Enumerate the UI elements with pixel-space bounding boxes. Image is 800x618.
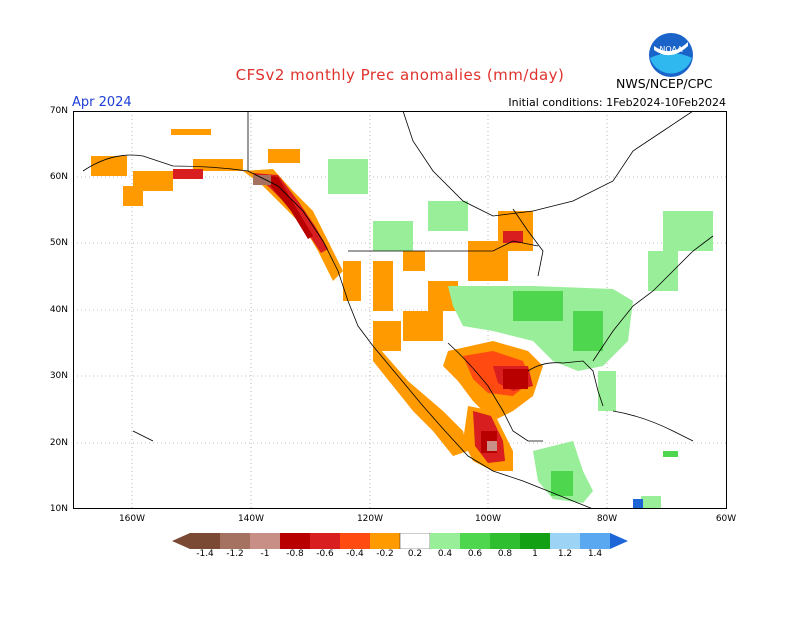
lon-label-80w: 80W xyxy=(596,514,618,524)
noaa-logo: NOAA xyxy=(649,33,693,77)
colorbar-swatch xyxy=(370,533,400,549)
colorbar-left-arrow xyxy=(172,533,190,549)
colorbar-swatch xyxy=(580,533,610,549)
colorbar-label: 0.6 xyxy=(467,549,483,559)
map-frame xyxy=(73,111,727,509)
colorbar-label: -1 xyxy=(260,549,270,559)
colorbar-swatch xyxy=(520,533,550,549)
colorbar-label: 0.2 xyxy=(407,549,423,559)
colorbar-label: 0.8 xyxy=(497,549,513,559)
lon-label-60w: 60W xyxy=(715,514,737,524)
colorbar-swatch xyxy=(430,533,460,549)
anomaly-map xyxy=(73,111,727,509)
colorbar-swatch xyxy=(490,533,520,549)
colorbar-swatch xyxy=(340,533,370,549)
lon-label-100w: 100W xyxy=(474,514,502,524)
lat-label-10n: 10N xyxy=(49,504,68,514)
colorbar-swatch xyxy=(250,533,280,549)
lat-label-30n: 30N xyxy=(49,371,68,381)
lon-label-160w: 160W xyxy=(118,514,146,524)
colorbar-swatch xyxy=(460,533,490,549)
lat-label-70n: 70N xyxy=(49,106,68,116)
noaa-logo-text: NOAA xyxy=(659,45,683,54)
colorbar-label: -0.6 xyxy=(316,549,334,559)
lat-label-50n: 50N xyxy=(49,238,68,248)
colorbar-right-arrow xyxy=(610,533,628,549)
wet-anomaly-patches xyxy=(328,159,713,509)
colorbar-swatch xyxy=(280,533,310,549)
coastlines xyxy=(82,111,714,509)
lat-label-20n: 20N xyxy=(49,438,68,448)
colorbar-label: 1.2 xyxy=(557,549,573,559)
colorbar-label: -1.2 xyxy=(226,549,244,559)
colorbar-swatch xyxy=(190,533,220,549)
colorbar-label: 1 xyxy=(532,549,538,559)
dry-anomaly-patches xyxy=(91,129,543,471)
agency-label: NWS/NCEP/CPC xyxy=(616,76,713,91)
colorbar-swatch xyxy=(399,533,431,549)
colorbar-label: -1.4 xyxy=(196,549,214,559)
colorbar-label: -0.2 xyxy=(376,549,394,559)
lon-label-120w: 120W xyxy=(356,514,384,524)
colorbar-swatch xyxy=(550,533,580,549)
map-title: CFSv2 monthly Prec anomalies (mm/day) xyxy=(235,66,565,84)
lon-label-140w: 140W xyxy=(237,514,265,524)
colorbar-label: -0.4 xyxy=(346,549,364,559)
colorbar-swatch xyxy=(220,533,250,549)
colorbar-label: -0.8 xyxy=(286,549,304,559)
initial-conditions: Initial conditions: 1Feb2024-10Feb2024 xyxy=(508,96,726,109)
colorbar xyxy=(172,533,628,549)
forecast-month: Apr 2024 xyxy=(72,95,132,110)
lat-label-60n: 60N xyxy=(49,172,68,182)
colorbar-swatch xyxy=(310,533,340,549)
colorbar-label: 0.4 xyxy=(437,549,453,559)
lat-label-40n: 40N xyxy=(49,305,68,315)
colorbar-label: 1.4 xyxy=(587,549,603,559)
